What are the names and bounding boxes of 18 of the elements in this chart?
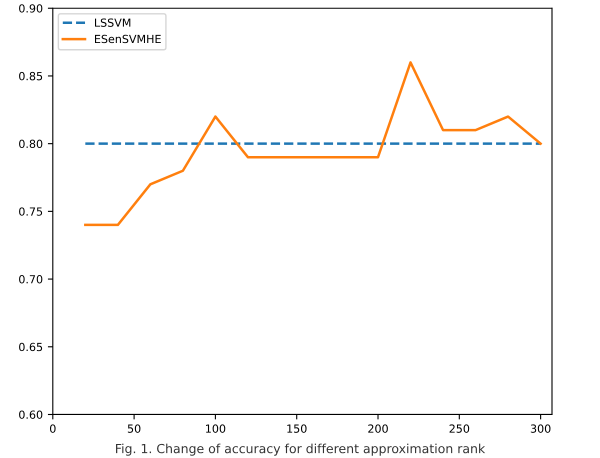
y-tick-label: 0.75	[19, 207, 42, 216]
x-tick-label: 100	[206, 424, 226, 433]
legend-label: ESenSVMHE	[95, 34, 161, 44]
y-tick-label: 0.65	[19, 342, 42, 352]
x-tick-label: 150	[287, 424, 307, 433]
y-tick-label: 0.60	[19, 410, 42, 419]
line-series	[84, 61, 542, 226]
x-tick-label: 50	[128, 424, 140, 433]
x-tick-label: 0	[50, 424, 56, 433]
x-tick-label: 300	[530, 424, 550, 433]
x-tick-label: 200	[368, 424, 388, 433]
x-tick-label: 250	[450, 424, 470, 433]
y-tick-label: 0.90	[19, 4, 42, 13]
y-tick-label: 0.85	[19, 72, 42, 80]
caption: Fig. 1. Change of accuracy for different approximation rank	[116, 444, 486, 456]
y-tick-label: 0.70	[19, 275, 42, 284]
y-tick-label: 0.80	[19, 140, 42, 148]
legend-label: LSSVM	[95, 18, 130, 27]
